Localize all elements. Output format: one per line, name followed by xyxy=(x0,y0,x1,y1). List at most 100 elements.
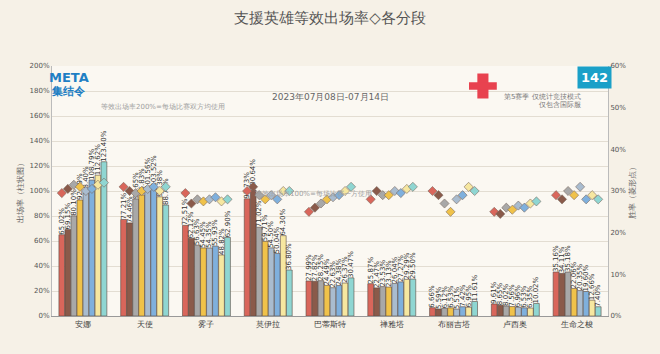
svg-text:40%: 40% xyxy=(34,262,50,270)
svg-text:生命之梭: 生命之梭 xyxy=(561,320,593,329)
svg-text:5.51%: 5.51% xyxy=(453,287,461,310)
svg-text:雾子: 雾子 xyxy=(198,320,214,329)
svg-text:60%: 60% xyxy=(34,237,50,245)
svg-text:天使: 天使 xyxy=(137,320,153,329)
svg-text:26.37%: 26.37% xyxy=(341,256,349,283)
svg-text:6.66%: 6.66% xyxy=(428,285,436,308)
svg-text:27.82%: 27.82% xyxy=(311,254,319,281)
svg-text:62.12%: 62.12% xyxy=(187,211,195,238)
svg-text:88.74%: 88.74% xyxy=(162,178,170,205)
svg-text:6.53%: 6.53% xyxy=(447,285,455,308)
svg-text:支援英雄等效出场率◇各分段: 支援英雄等效出场率◇各分段 xyxy=(234,9,426,27)
svg-text:120%: 120% xyxy=(30,162,50,170)
svg-text:卢西奥: 卢西奥 xyxy=(503,320,527,329)
svg-text:20.35%: 20.35% xyxy=(576,264,584,291)
svg-text:6.95%: 6.95% xyxy=(465,285,473,308)
svg-text:22.63%: 22.63% xyxy=(329,261,337,288)
svg-text:安娜: 安娜 xyxy=(75,320,91,329)
svg-text:95.38%: 95.38% xyxy=(156,170,164,197)
svg-text:100%: 100% xyxy=(30,187,50,195)
svg-text:25.87%: 25.87% xyxy=(367,257,375,284)
svg-text:7.42%: 7.42% xyxy=(459,284,467,307)
svg-text:29.50%: 29.50% xyxy=(409,252,417,279)
svg-text:胜率（菱形点）: 胜率（菱形点） xyxy=(628,163,637,219)
svg-text:100.64%: 100.64% xyxy=(249,159,257,190)
svg-text:22.06%: 22.06% xyxy=(570,261,578,288)
svg-text:24.38%: 24.38% xyxy=(335,258,343,285)
svg-text:集结令: 集结令 xyxy=(51,85,86,98)
svg-text:19.60%: 19.60% xyxy=(582,264,590,291)
svg-text:71.02%: 71.02% xyxy=(255,200,263,227)
svg-text:112.62%: 112.62% xyxy=(94,144,102,175)
svg-text:23.53%: 23.53% xyxy=(379,260,387,287)
svg-text:200%: 200% xyxy=(30,62,50,70)
svg-text:80%: 80% xyxy=(34,212,50,220)
svg-text:22.47%: 22.47% xyxy=(373,261,381,288)
svg-text:103.52%: 103.52% xyxy=(150,155,158,186)
svg-text:60%: 60% xyxy=(610,62,626,70)
svg-text:6.96%: 6.96% xyxy=(514,285,522,308)
svg-text:140%: 140% xyxy=(30,137,50,145)
svg-text:2023年07月08日-07月14日: 2023年07月08日-07月14日 xyxy=(272,92,389,102)
svg-text:8.65%: 8.65% xyxy=(496,283,504,306)
svg-text:30.47%: 30.47% xyxy=(347,251,355,278)
svg-text:等效出场率100%=每场比赛一方使用: 等效出场率100%=每场比赛一方使用 xyxy=(255,190,372,198)
svg-text:仅包含国际服: 仅包含国际服 xyxy=(539,101,581,109)
svg-text:72.51%: 72.51% xyxy=(181,198,189,225)
svg-text:62.90%: 62.90% xyxy=(224,210,232,237)
svg-text:56.63%: 56.63% xyxy=(193,218,201,245)
svg-text:59.71%: 59.71% xyxy=(261,214,269,241)
svg-text:108.79%: 108.79% xyxy=(88,149,96,180)
svg-text:93.73%: 93.73% xyxy=(243,172,251,199)
svg-text:74.46%: 74.46% xyxy=(126,196,134,223)
svg-text:35.18%: 35.18% xyxy=(564,245,572,272)
svg-text:META: META xyxy=(49,70,89,85)
svg-text:34.11%: 34.11% xyxy=(558,246,566,273)
svg-text:12.66%: 12.66% xyxy=(588,273,596,300)
svg-text:出场率（柱状图）: 出场率（柱状图） xyxy=(16,159,25,223)
svg-text:6.53%: 6.53% xyxy=(520,285,528,308)
svg-text:6.35%: 6.35% xyxy=(526,285,534,308)
svg-text:0%: 0% xyxy=(610,312,621,320)
svg-text:98.40%: 98.40% xyxy=(82,166,90,193)
svg-text:36.80%: 36.80% xyxy=(285,243,293,270)
svg-text:96.83%: 96.83% xyxy=(138,168,146,195)
svg-text:27.27%: 27.27% xyxy=(397,255,405,282)
svg-text:布丽吉塔: 布丽吉塔 xyxy=(438,320,470,329)
svg-text:29.29%: 29.29% xyxy=(403,252,411,279)
svg-text:160%: 160% xyxy=(30,112,50,120)
svg-text:50%: 50% xyxy=(610,104,626,112)
svg-text:8.02%: 8.02% xyxy=(502,283,510,306)
svg-text:54.45%: 54.45% xyxy=(199,221,207,248)
svg-text:80.10%: 80.10% xyxy=(70,189,78,216)
svg-text:10%: 10% xyxy=(610,271,626,279)
svg-text:69.15%: 69.15% xyxy=(64,203,72,230)
svg-text:28.25%: 28.25% xyxy=(317,254,325,281)
svg-text:48.82%: 48.82% xyxy=(218,228,226,255)
svg-text:5.59%: 5.59% xyxy=(435,286,443,309)
svg-text:莫伊拉: 莫伊拉 xyxy=(256,320,280,329)
svg-text:第5赛季 仅统计竞技模式: 第5赛季 仅统计竞技模式 xyxy=(504,93,581,101)
svg-text:20%: 20% xyxy=(610,229,626,237)
svg-text:40%: 40% xyxy=(610,146,626,154)
svg-text:24.49%: 24.49% xyxy=(323,258,331,285)
svg-text:9.61%: 9.61% xyxy=(490,281,498,304)
svg-text:77.21%: 77.21% xyxy=(120,192,128,219)
svg-text:等效出场率200%=每场比赛双方均使用: 等效出场率200%=每场比赛双方均使用 xyxy=(101,103,225,111)
svg-text:65.02%: 65.02% xyxy=(58,208,66,235)
svg-text:7.40%: 7.40% xyxy=(594,284,602,307)
svg-text:64.30%: 64.30% xyxy=(279,209,287,236)
svg-text:93.65%: 93.65% xyxy=(132,172,140,199)
svg-text:10.02%: 10.02% xyxy=(532,276,540,303)
svg-text:禅雅塔: 禅雅塔 xyxy=(380,320,404,329)
svg-text:0%: 0% xyxy=(38,312,49,320)
svg-text:54.35%: 54.35% xyxy=(205,221,213,248)
svg-text:123.40%: 123.40% xyxy=(100,130,108,161)
svg-text:35.16%: 35.16% xyxy=(552,245,560,272)
svg-text:30%: 30% xyxy=(610,187,626,195)
svg-text:180%: 180% xyxy=(30,87,50,95)
svg-text:26.04%: 26.04% xyxy=(391,256,399,283)
svg-text:55.93%: 55.93% xyxy=(211,219,219,246)
svg-text:54.50%: 54.50% xyxy=(267,221,275,248)
svg-text:20%: 20% xyxy=(34,287,50,295)
